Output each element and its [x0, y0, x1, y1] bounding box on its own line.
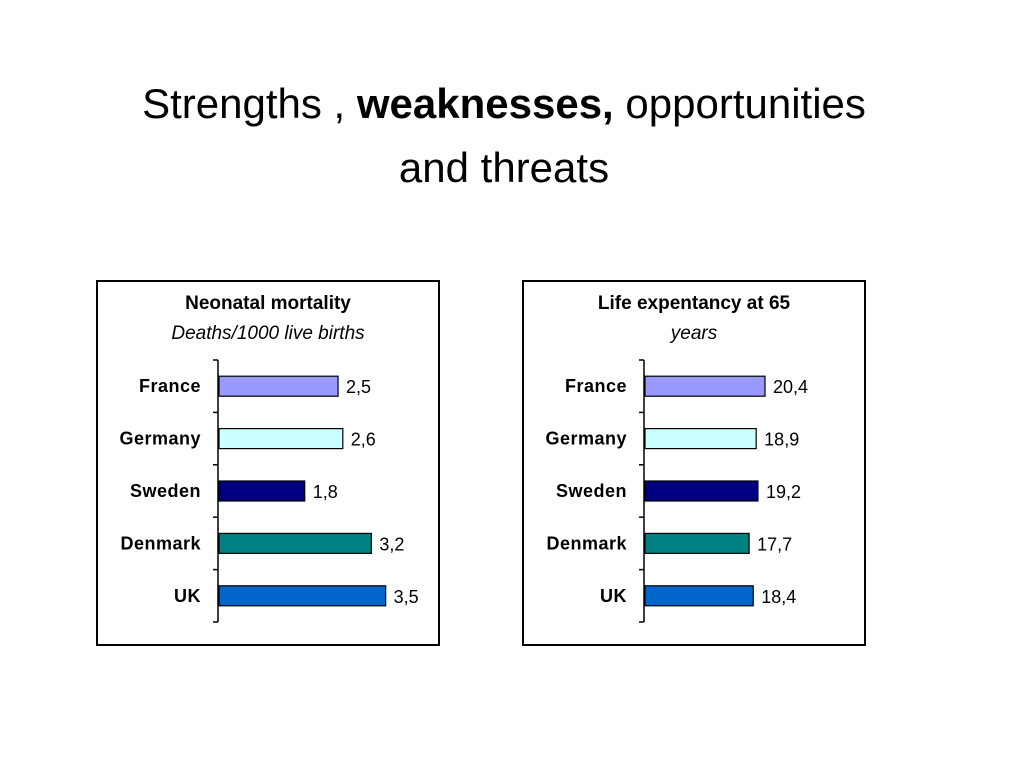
- life-exp-value-label: 18,9: [764, 430, 799, 450]
- neonatal-chart-title: Neonatal mortality: [185, 293, 351, 314]
- neonatal-value-label: 3,2: [379, 534, 404, 554]
- neonatal-value-label: 1,8: [313, 482, 338, 502]
- life-exp-bar-sweden: [644, 480, 759, 502]
- title-part2: opportunities: [613, 80, 866, 127]
- neonatal-category-label: Sweden: [130, 481, 201, 501]
- neonatal-value-label: 3,5: [394, 587, 419, 607]
- neonatal-value-label: 2,5: [346, 377, 371, 397]
- life-exp-chart-subtitle: years: [669, 323, 718, 344]
- neonatal-chart-subtitle: Deaths/1000 live births: [171, 323, 365, 344]
- neonatal-bar-germany: [218, 428, 344, 450]
- life-exp-bar-uk: [644, 585, 754, 607]
- slide-title-line1: Strengths , weaknesses, opportunities: [0, 72, 1008, 136]
- neonatal-category-label: Germany: [119, 429, 201, 449]
- neonatal-bar-france: [218, 375, 339, 397]
- neonatal-value-label: 2,6: [351, 430, 376, 450]
- life-exp-chart-title: Life expentancy at 65: [598, 293, 791, 314]
- life-expectancy-chart: Life expentancy at 65 years France 20,4 Germ…: [522, 280, 866, 646]
- title-part1: Strengths ,: [142, 80, 357, 127]
- neonatal-bar-sweden: [218, 480, 306, 502]
- life-expectancy-svg: Life expentancy at 65 years France 20,4 Germ…: [545, 293, 808, 623]
- life-exp-bar-denmark: [644, 532, 750, 554]
- neonatal-mortality-svg: Neonatal mortality Deaths/1000 live birth…: [119, 293, 419, 623]
- neonatal-category-label: Denmark: [120, 533, 201, 553]
- neonatal-bar-denmark: [218, 532, 372, 554]
- life-exp-value-label: 18,4: [761, 587, 796, 607]
- life-exp-bar-france: [644, 375, 766, 397]
- life-exp-value-label: 19,2: [766, 482, 801, 502]
- title-bold: weaknesses,: [356, 80, 614, 127]
- life-exp-category-label: France: [565, 376, 627, 396]
- neonatal-category-label: UK: [174, 586, 201, 606]
- life-exp-category-label: Sweden: [556, 481, 627, 501]
- slide-title-line2: and threats: [398, 144, 610, 191]
- neonatal-mortality-chart: Neonatal mortality Deaths/1000 live birth…: [96, 280, 440, 646]
- life-exp-value-label: 20,4: [773, 377, 808, 397]
- neonatal-category-label: France: [139, 376, 201, 396]
- life-exp-category-label: UK: [600, 586, 627, 606]
- slide-title: Strengths , weaknesses, opportunities an…: [0, 72, 1008, 200]
- life-exp-bar-germany: [644, 428, 757, 450]
- neonatal-bar-uk: [218, 585, 387, 607]
- life-exp-value-label: 17,7: [757, 534, 792, 554]
- life-exp-category-label: Denmark: [546, 533, 627, 553]
- life-exp-category-label: Germany: [545, 429, 627, 449]
